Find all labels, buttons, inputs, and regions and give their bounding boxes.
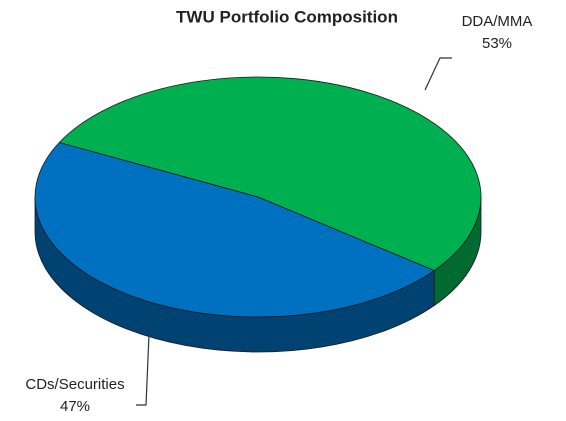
slice-label: DDA/MMA (462, 13, 533, 30)
pie (34, 76, 482, 353)
slice (34, 142, 436, 318)
slice-label: CDs/Securities (25, 376, 124, 393)
slice-value-label: 53% (482, 35, 512, 52)
leader-line (136, 334, 150, 406)
slice-value-label: 47% (60, 398, 90, 415)
leader-line (424, 57, 452, 91)
slice (58, 76, 482, 272)
chart-title: TWU Portfolio Composition (176, 7, 398, 26)
